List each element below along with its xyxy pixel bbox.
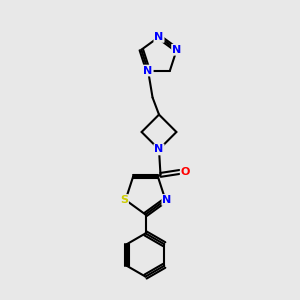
Text: N: N: [154, 32, 164, 42]
Text: O: O: [181, 167, 190, 177]
Text: N: N: [154, 144, 164, 154]
Text: N: N: [172, 45, 181, 55]
Text: N: N: [143, 65, 153, 76]
Text: N: N: [162, 195, 172, 205]
Text: S: S: [120, 195, 128, 205]
